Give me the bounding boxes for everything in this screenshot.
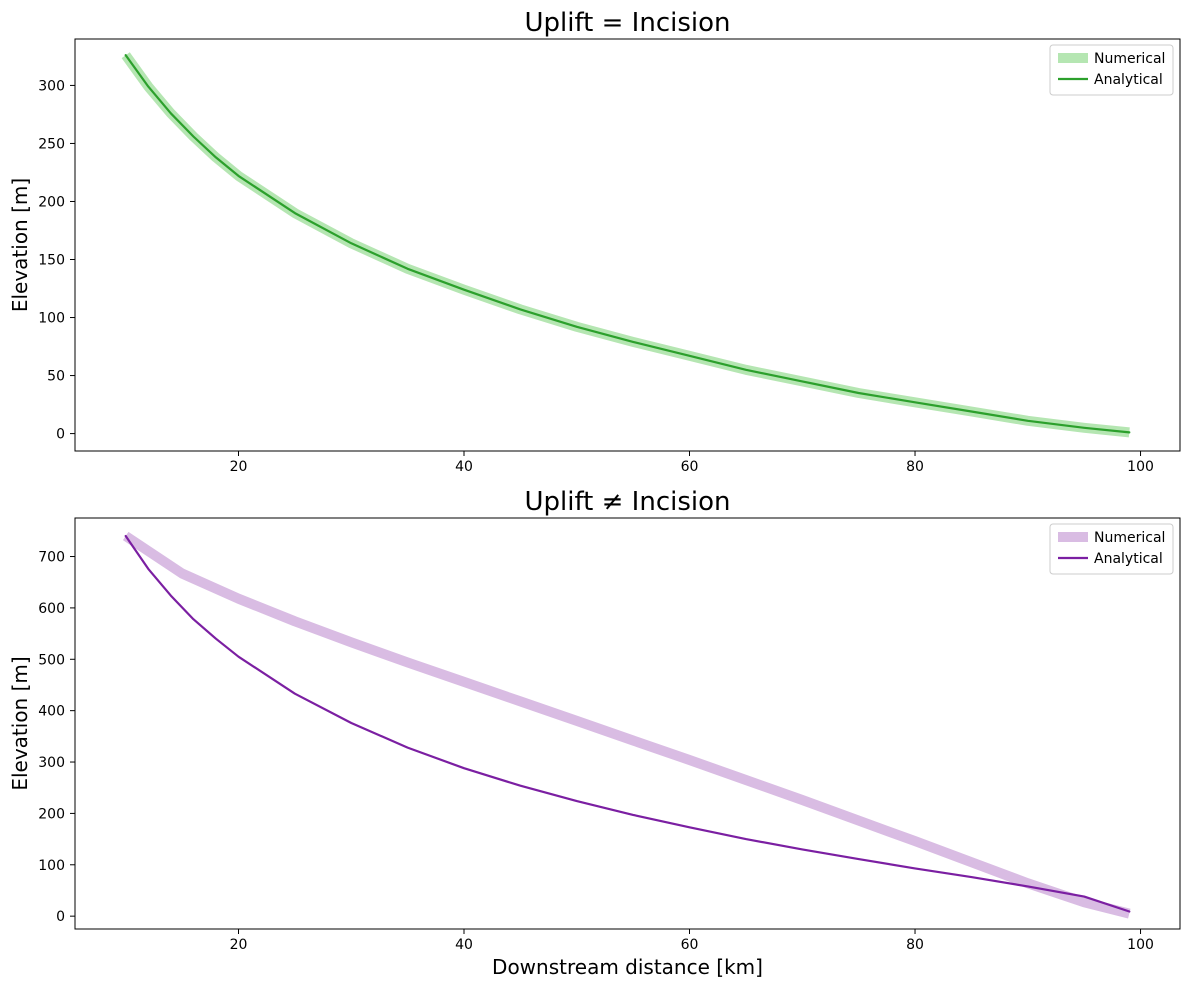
y-axis-label: Elevation [m] <box>8 656 32 790</box>
axes-frame <box>74 517 1181 930</box>
y-tick-label: 0 <box>56 427 65 443</box>
legend-label: Numerical <box>1094 530 1165 546</box>
x-tick-label: 80 <box>906 937 924 953</box>
x-tick-label: 100 <box>1127 937 1154 953</box>
x-tick-label: 40 <box>455 459 473 475</box>
chart-title: Uplift ≠ Incision <box>524 487 730 517</box>
y-tick-label: 100 <box>38 311 65 327</box>
series-group <box>121 52 1131 438</box>
x-tick-label: 80 <box>906 459 924 475</box>
y-tick-label: 200 <box>38 806 65 822</box>
x-tick-label: 20 <box>230 459 248 475</box>
y-tick-label: 200 <box>38 194 65 210</box>
x-tick-label: 60 <box>681 937 699 953</box>
series-line-analytical <box>124 534 1131 913</box>
y-tick-label: 150 <box>38 253 65 269</box>
x-axis-label: Downstream distance [km] <box>492 955 763 979</box>
x-tick-label: 40 <box>455 937 473 953</box>
series-line-analytical <box>124 54 1131 434</box>
y-tick-label: 0 <box>56 909 65 925</box>
series-line-numerical <box>122 531 1131 919</box>
legend-label: Analytical <box>1094 72 1163 88</box>
chart-top: Uplift = Incision 20 40 60 80 100 0 50 100 150 200… <box>8 8 1181 475</box>
y-tick-label: 300 <box>38 78 65 94</box>
legend-label: Numerical <box>1094 51 1165 67</box>
legend: Numerical Analytical <box>1049 44 1174 96</box>
x-tick-label: 20 <box>230 937 248 953</box>
y-axis-label: Elevation [m] <box>8 178 32 312</box>
y-tick-label: 500 <box>38 652 65 668</box>
axes-frame <box>74 38 1181 452</box>
legend: Numerical Analytical <box>1049 523 1174 575</box>
y-tick-label: 700 <box>38 550 65 566</box>
x-tick-label: 100 <box>1127 459 1154 475</box>
y-tick-label: 600 <box>38 601 65 617</box>
y-tick-label: 50 <box>47 369 65 385</box>
series-group <box>122 531 1131 919</box>
chart-bottom: Uplift ≠ Incision 20 40 60 80 100 0 100 200 300 40… <box>8 487 1181 979</box>
chart-title: Uplift = Incision <box>524 8 730 38</box>
y-tick-label: 300 <box>38 755 65 771</box>
y-tick-label: 100 <box>38 858 65 874</box>
y-tick-label: 250 <box>38 136 65 152</box>
x-tick-label: 60 <box>681 459 699 475</box>
y-tick-label: 400 <box>38 704 65 720</box>
legend-label: Analytical <box>1094 551 1163 567</box>
